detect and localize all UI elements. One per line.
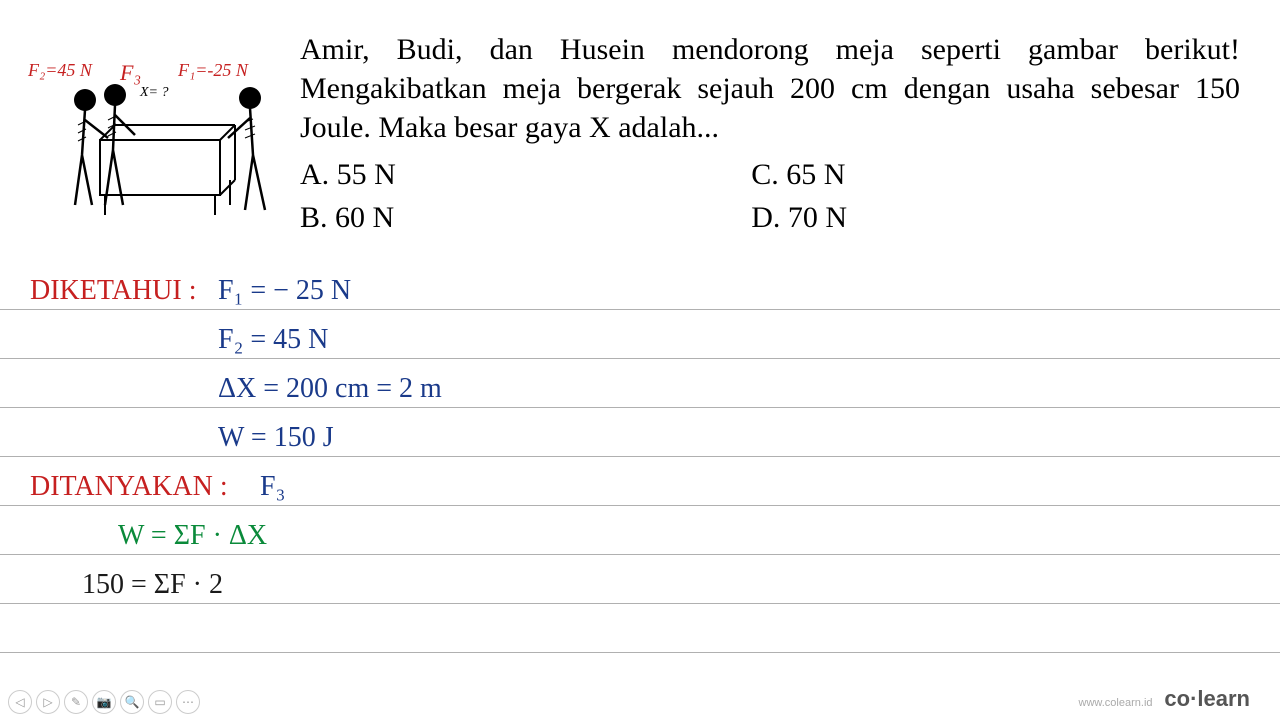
rect-button[interactable]: ▭	[148, 690, 172, 714]
option-c: C. 65 N	[751, 155, 1202, 194]
illustration: F₂=45 N F₃ F₁=-25 N X= ?	[20, 30, 290, 230]
worksheet: DIKETAHUI : F₁ = − 25 N F₂ = 45 N ΔX = 2…	[0, 261, 1280, 653]
footer-url: www.colearn.id	[1079, 697, 1153, 709]
option-a: A. 55 N	[300, 155, 751, 194]
x-label: X= ?	[140, 85, 169, 101]
given-f1: F₁ = − 25 N	[218, 275, 351, 307]
footer: www.colearn.id co·learn	[1079, 686, 1250, 712]
zoom-button[interactable]: 🔍	[120, 690, 144, 714]
footer-logo: co·learn	[1164, 686, 1250, 711]
given-f2: F₂ = 45 N	[218, 324, 328, 356]
given-dx: ΔX = 200 cm = 2 m	[218, 373, 442, 405]
option-b: B. 60 N	[300, 198, 751, 237]
diketahui-label: DIKETAHUI :	[30, 275, 197, 307]
edit-button[interactable]: ✎	[64, 690, 88, 714]
calc-step: 150 = ΣF · 2	[82, 569, 223, 601]
option-d: D. 70 N	[751, 198, 1202, 237]
f2-label: F₂=45 N	[28, 60, 92, 81]
capture-button[interactable]: 📷	[92, 690, 116, 714]
formula-work: W = ΣF · ΔX	[118, 520, 267, 552]
prev-button[interactable]: ◁	[8, 690, 32, 714]
asked-f3: F₃	[260, 471, 285, 503]
options: A. 55 N B. 60 N C. 65 N D. 70 N	[300, 155, 1240, 241]
next-button[interactable]: ▷	[36, 690, 60, 714]
f3-label: F₃	[120, 60, 141, 86]
player-controls: ◁ ▷ ✎ 📷 🔍 ▭ ⋯	[8, 690, 200, 714]
ditanyakan-label: DITANYAKAN :	[30, 471, 228, 503]
question-block: F₂=45 N F₃ F₁=-25 N X= ? Amir, Budi, dan…	[0, 0, 1280, 251]
f1-label: F₁=-25 N	[178, 60, 248, 81]
more-button[interactable]: ⋯	[176, 690, 200, 714]
given-w: W = 150 J	[218, 422, 334, 454]
question-body: Amir, Budi, dan Husein mendorong meja se…	[300, 30, 1240, 147]
question-text: Amir, Budi, dan Husein mendorong meja se…	[290, 30, 1240, 241]
